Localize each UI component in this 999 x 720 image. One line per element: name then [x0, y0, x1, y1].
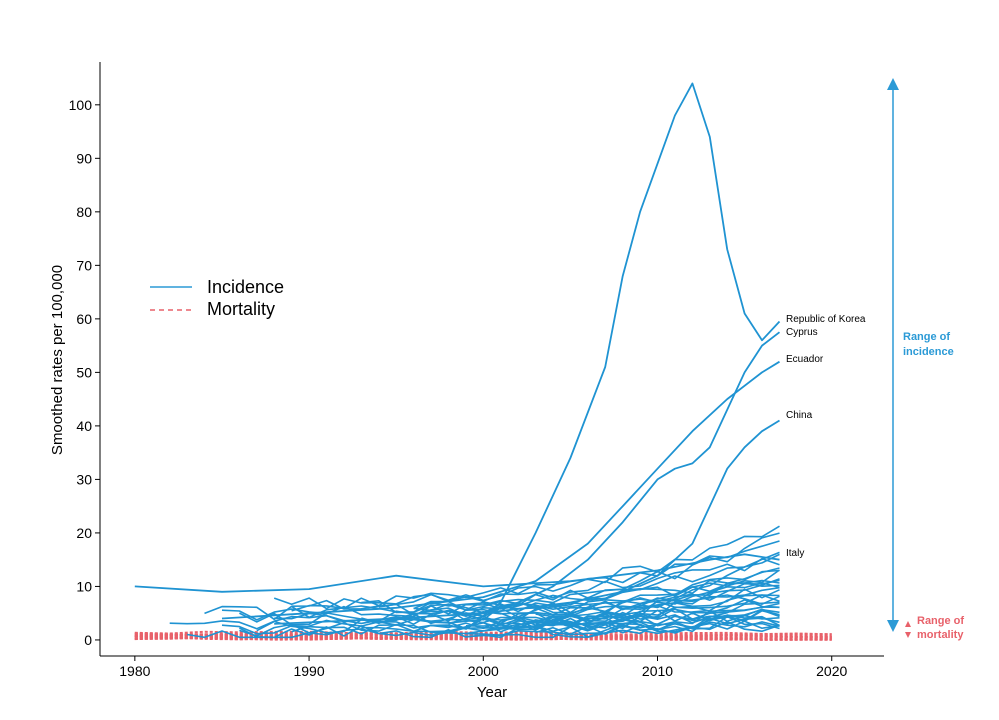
incidence-series-line	[361, 582, 780, 625]
x-tick-label: 1990	[293, 663, 324, 679]
y-tick-label: 40	[76, 418, 92, 434]
incidence-series-line	[239, 606, 780, 626]
y-tick-label: 70	[76, 257, 92, 273]
incidence-series-line	[413, 532, 780, 611]
series-line-china	[274, 419, 780, 625]
x-tick-label: 1980	[119, 663, 150, 679]
incidence-series-line	[256, 615, 780, 634]
series-line-republic-of-korea	[465, 82, 781, 630]
mortality-range-arrowhead-up	[905, 621, 911, 627]
y-tick-label: 80	[76, 204, 92, 220]
x-tick-label: 2010	[642, 663, 673, 679]
incidence-series-line	[221, 610, 780, 635]
y-tick-label: 20	[76, 525, 92, 541]
legend-incidence-label: Incidence	[207, 277, 284, 297]
country-label-cyprus: Cyprus	[786, 327, 818, 338]
series-line-ecuador	[221, 360, 780, 620]
incidence-range-arrowhead-down	[887, 620, 899, 632]
country-label-korea: Republic of Korea	[786, 314, 866, 325]
y-axis-title: Smoothed rates per 100,000	[49, 265, 66, 455]
incidence-series-line	[378, 594, 780, 617]
incidence-series-line	[186, 620, 780, 639]
legend-mortality-label: Mortality	[207, 299, 275, 319]
incidence-range-label-2: incidence	[903, 346, 954, 358]
mortality-series-line	[134, 633, 832, 639]
y-tick-label: 100	[69, 97, 93, 113]
highlighted-series-group	[134, 82, 781, 630]
y-tick-label: 50	[76, 364, 92, 380]
incidence-series-line	[273, 557, 780, 610]
y-tick-label: 30	[76, 471, 92, 487]
legend: Incidence Mortality	[150, 277, 284, 319]
incidence-range-label-1: Range of	[903, 331, 950, 343]
x-tick-label: 2020	[816, 663, 847, 679]
mortality-range-annotation: Range of mortality	[905, 615, 964, 641]
y-tick-label: 10	[76, 578, 92, 594]
incidence-series-line	[430, 601, 780, 631]
series-line-italy	[134, 553, 780, 593]
y-tick-label: 0	[84, 632, 92, 648]
x-axis-title: Year	[477, 684, 507, 701]
country-label-china: China	[786, 410, 813, 421]
incidence-series-line	[239, 617, 780, 639]
country-labels: Republic of Korea Cyprus Ecuador China I…	[786, 314, 866, 559]
mortality-range-label-1: Range of	[917, 615, 964, 627]
country-label-italy: Italy	[786, 548, 804, 559]
incidence-series-line	[204, 579, 780, 621]
x-tick-label: 2000	[468, 663, 499, 679]
incidence-series-group	[169, 525, 780, 639]
country-label-ecuador: Ecuador	[786, 354, 824, 365]
y-tick-label: 60	[76, 311, 92, 327]
incidence-range-arrowhead-up	[887, 78, 899, 90]
incidence-range-annotation: Range of incidence	[887, 78, 954, 632]
series-line-cyprus	[448, 331, 781, 625]
mortality-range-label-2: mortality	[917, 629, 964, 641]
y-tick-label: 90	[76, 150, 92, 166]
axes: 0 10 20 30 40 50 60 70 80 90 100 1980 1990 2000 2010 20…	[69, 62, 884, 679]
incidence-series-line	[239, 594, 780, 637]
incidence-series-line	[274, 588, 780, 625]
mortality-range-arrowhead-down	[905, 632, 911, 638]
incidence-series-line	[465, 609, 780, 639]
